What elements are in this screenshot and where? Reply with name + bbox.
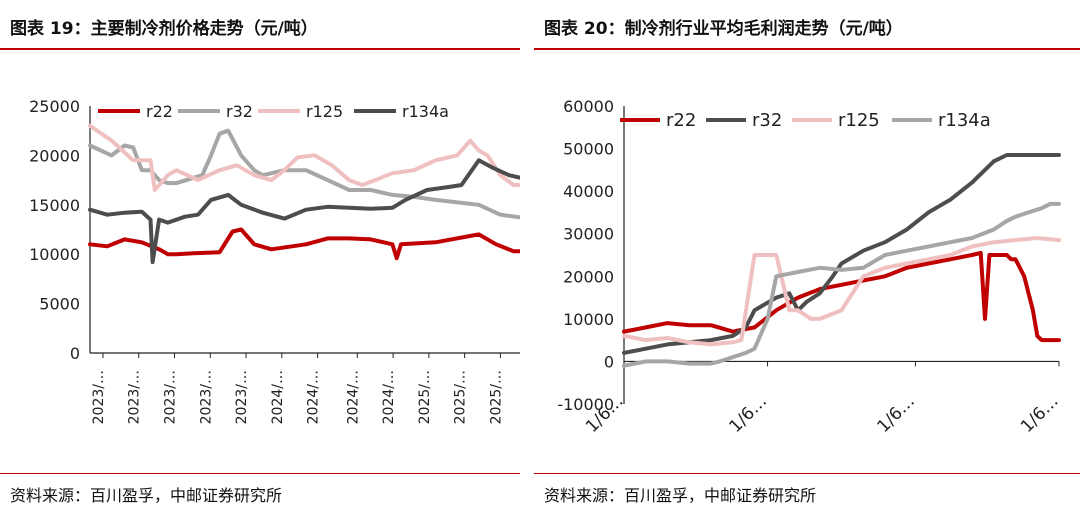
right-x-tick-label: 1/6… — [1017, 391, 1063, 437]
left-series-r134a — [88, 158, 520, 265]
left-legend-label-r134a: r134a — [402, 102, 449, 121]
left-x-tick-label: 2023/… — [127, 370, 143, 424]
right-x-tick-label: 1/6… — [726, 391, 772, 437]
left-y-tick-label: 5000 — [39, 295, 80, 314]
left-legend-label-r125: r125 — [306, 102, 343, 121]
right-series-r134a — [622, 201, 1061, 368]
left-source-rule — [0, 473, 520, 474]
left-legend-label-r32: r32 — [226, 102, 253, 121]
left-x-tick-label: 2023/… — [198, 370, 214, 424]
right-y-tick-label: 50000 — [563, 140, 614, 159]
left-y-tick-label: 10000 — [29, 245, 80, 264]
left-x-tick-label: 2023/… — [234, 370, 250, 424]
left-series-r125 — [88, 123, 520, 192]
left-x-tick-label: 2023/… — [91, 370, 107, 424]
right-title-rule — [534, 48, 1080, 50]
left-chart-title: 图表 19：主要制冷剂价格走势（元/吨） — [10, 19, 318, 39]
right-chart: -10000 0 10000 20000 30000 40000 50000 60000 1/6… — [557, 97, 1063, 437]
right-legend-label-r134a: r134a — [938, 110, 991, 131]
right-source-rule — [534, 473, 1080, 474]
right-chart-panel: 图表 20：制冷剂行业平均毛利润走势（元/吨） -10000 0 10000 2000… — [534, 0, 1080, 518]
left-chart: 0 5000 10000 15000 20000 25000 2023/… 2023/… 202… — [29, 97, 520, 424]
right-legend-label-r22: r22 — [666, 110, 696, 131]
right-series-r22 — [622, 250, 1061, 343]
right-legend-label-r32: r32 — [752, 110, 782, 131]
right-series-r32 — [622, 153, 1061, 355]
left-legend-label-r22: r22 — [146, 102, 173, 121]
left-series-r32 — [88, 128, 520, 220]
left-x-tick-label: 2025/… — [417, 370, 433, 424]
left-x-tick-label: 2024/… — [306, 370, 322, 424]
left-x-tick-label: 2024/… — [381, 370, 397, 424]
left-chart-panel: 图表 19：主要制冷剂价格走势（元/吨） 0 5000 10000 15000 2000… — [0, 0, 520, 518]
right-y-tick-label: 0 — [604, 352, 614, 371]
left-x-tick-label: 2023/… — [162, 370, 178, 424]
right-source-note: 资料来源：百川盈孚，中邮证券研究所 — [544, 486, 817, 505]
left-x-tick-label: 2024/… — [270, 370, 286, 424]
left-x-tick-label: 2025/… — [488, 370, 504, 424]
right-y-tick-label: 60000 — [563, 97, 614, 116]
right-chart-title: 图表 20：制冷剂行业平均毛利润走势（元/吨） — [544, 19, 903, 39]
left-y-tick-label: 20000 — [29, 146, 80, 165]
left-title-rule — [0, 48, 520, 50]
left-series-r22 — [88, 227, 520, 261]
right-y-tick-label: 10000 — [563, 310, 614, 329]
left-x-tick-label: 2024/… — [345, 370, 361, 424]
right-y-tick-label: 30000 — [563, 225, 614, 244]
right-y-tick-label: 40000 — [563, 182, 614, 201]
left-y-tick-label: 0 — [70, 344, 80, 363]
left-y-tick-label: 25000 — [29, 97, 80, 116]
right-y-tick-label: -10000 — [557, 395, 614, 414]
right-y-tick-label: 20000 — [563, 267, 614, 286]
left-x-tick-label: 2025/… — [453, 370, 469, 424]
left-y-tick-label: 15000 — [29, 196, 80, 215]
right-legend-label-r125: r125 — [838, 110, 880, 131]
left-source-note: 资料来源：百川盈孚，中邮证券研究所 — [10, 486, 283, 505]
right-x-tick-label: 1/6… — [873, 391, 919, 437]
right-series-r125 — [622, 236, 1061, 347]
